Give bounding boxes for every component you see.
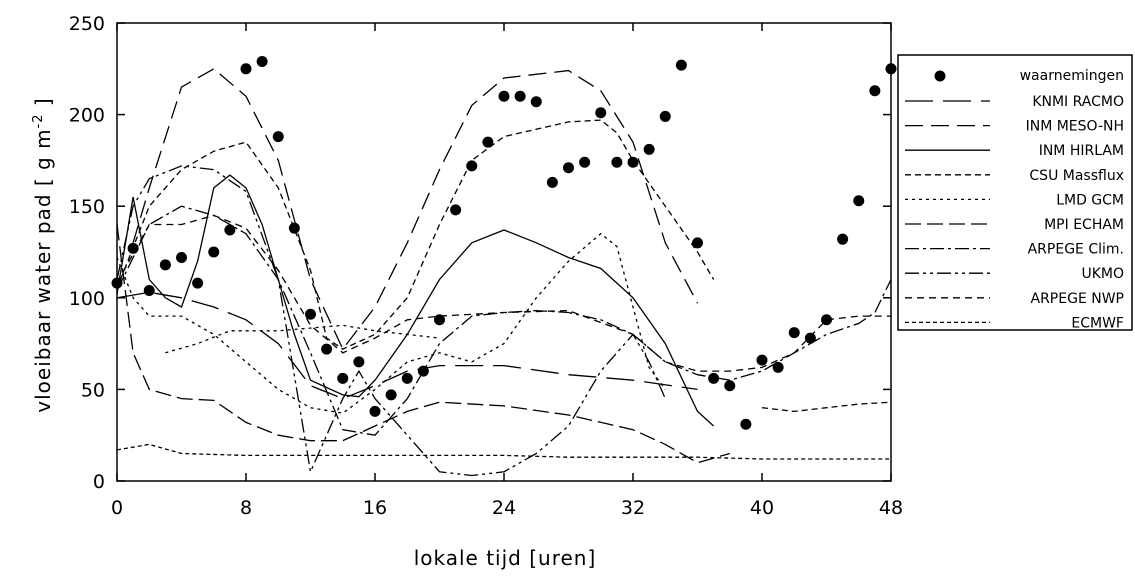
observation-point — [595, 107, 607, 119]
observation-point — [627, 156, 639, 168]
observation-point — [192, 277, 204, 289]
series-line-arpege-nwp — [116, 214, 891, 372]
observation-point — [353, 356, 365, 368]
observation-point — [256, 55, 268, 67]
observation-point — [804, 332, 816, 344]
axes-layer: 0 8 16 24 32 40 48 0 50 100 150 200 250 — [69, 13, 903, 519]
y-tick-label: 100 — [69, 288, 105, 310]
observation-point — [288, 222, 300, 234]
observation-point — [724, 380, 736, 392]
y-tick-label: 0 — [93, 471, 105, 493]
observation-point — [434, 314, 445, 326]
observation-point — [546, 176, 558, 188]
series-line-ukmo — [116, 165, 666, 477]
legend-label: ARPEGE NWP — [1031, 291, 1125, 307]
observation-point — [143, 284, 155, 296]
series-line-arpege-clim- — [116, 205, 892, 436]
observation-point — [321, 343, 333, 355]
observation-point — [837, 233, 849, 245]
legend-marker-observations — [934, 70, 946, 82]
observation-point — [450, 204, 462, 216]
observation-point — [208, 246, 220, 258]
legend-label: ARPEGE Clim. — [1028, 242, 1124, 258]
legend-label: waarnemingen — [1020, 68, 1124, 84]
legend-label: KNMI RACMO — [1032, 94, 1124, 110]
series-line-knmi-racmo — [116, 291, 698, 400]
observation-point — [369, 405, 381, 417]
legend-label: UKMO — [1081, 266, 1124, 282]
x-tick-label: 48 — [879, 497, 903, 519]
y-axis-title-superscript: -2 — [31, 113, 46, 128]
observation-point — [675, 59, 687, 71]
legend-label: LMD GCM — [1056, 192, 1124, 208]
observation-point — [692, 237, 703, 249]
legend-label: ECMWF — [1071, 315, 1124, 331]
legend-box — [897, 54, 1133, 331]
legend-label: MPI ECHAM — [1044, 217, 1124, 233]
x-tick-label: 32 — [621, 497, 645, 519]
observation-point — [401, 372, 413, 384]
series-line-lmd-gcm — [116, 232, 666, 414]
observation-points-layer — [111, 55, 897, 430]
observation-point — [224, 224, 236, 236]
series-line-ecmwf — [116, 443, 891, 460]
observation-point — [514, 90, 526, 102]
x-axis-title: lokale tijd [uren] — [414, 546, 597, 570]
y-tick-label: 50 — [81, 379, 105, 401]
series-line-extra — [165, 324, 440, 354]
observation-point — [272, 131, 284, 143]
observation-point — [240, 63, 252, 75]
observation-point — [643, 143, 655, 155]
observation-point — [756, 354, 768, 366]
observation-point — [385, 389, 397, 401]
y-axis-title: vloeibaar water pad [ g m-2 ] — [31, 97, 55, 412]
observation-point — [466, 160, 478, 172]
observation-point — [821, 314, 832, 326]
observation-point — [482, 136, 494, 148]
series-line-inm-meso-nh — [132, 68, 699, 351]
x-tick-label: 8 — [240, 497, 252, 519]
legend-label: INM MESO-NH — [1026, 119, 1124, 135]
series-line-csu-massflux — [116, 119, 715, 350]
observation-point — [788, 327, 800, 339]
x-tick-label: 16 — [363, 497, 387, 519]
x-tick-label: 40 — [750, 497, 774, 519]
observation-point — [611, 156, 623, 168]
observation-point — [159, 259, 171, 271]
observation-point — [563, 162, 574, 174]
observation-point — [579, 156, 591, 168]
observation-point — [659, 110, 671, 122]
series-line-extra — [761, 401, 892, 413]
observation-point — [530, 96, 542, 108]
observation-point — [708, 372, 720, 384]
observation-point — [337, 372, 349, 384]
y-tick-label: 150 — [69, 196, 105, 218]
observation-point — [740, 418, 752, 430]
x-tick-label: 24 — [492, 497, 516, 519]
observation-point — [869, 85, 881, 97]
legend-label: CSU Massflux — [1029, 168, 1124, 184]
x-tick-label: 0 — [111, 497, 123, 519]
observation-point — [176, 251, 187, 263]
plot-series-layer — [116, 68, 892, 477]
observation-point — [772, 361, 784, 373]
observation-point — [417, 365, 429, 377]
y-tick-label: 250 — [69, 13, 105, 35]
observation-point — [498, 90, 510, 102]
legend: waarnemingen KNMI RACMO INM MESO-NH INM HIR… — [897, 54, 1133, 331]
observation-point — [305, 308, 316, 320]
observation-point — [127, 242, 139, 254]
y-axis-title-end: ] — [31, 97, 55, 113]
observation-point — [853, 195, 865, 207]
series-line-inm-hirlam — [116, 174, 715, 427]
y-tick-label: 200 — [69, 105, 105, 127]
y-axis-title-main: vloeibaar water pad [ g m — [31, 128, 55, 412]
legend-label: INM HIRLAM — [1039, 143, 1124, 159]
